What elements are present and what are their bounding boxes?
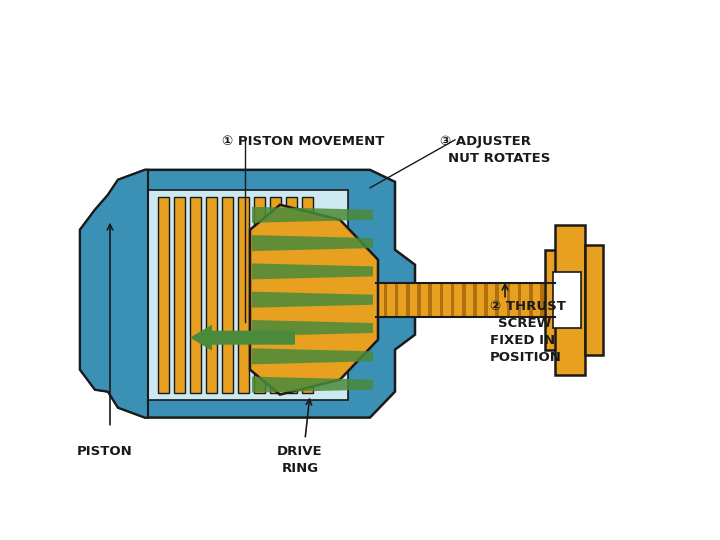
Bar <box>499 283 507 316</box>
Text: PEARSON: PEARSON <box>618 511 715 529</box>
Bar <box>417 283 420 316</box>
Text: ALWAYS: ALWAYS <box>5 512 49 522</box>
Polygon shape <box>80 170 148 417</box>
Bar <box>545 249 595 350</box>
Bar <box>387 283 395 316</box>
Bar <box>510 283 518 316</box>
FancyArrow shape <box>190 325 295 350</box>
Bar <box>485 283 488 316</box>
Bar <box>398 283 406 316</box>
Bar <box>410 283 417 316</box>
Bar <box>174 197 185 393</box>
Text: NUT ROTATES: NUT ROTATES <box>448 152 550 165</box>
Bar <box>544 283 552 316</box>
Bar <box>428 283 432 316</box>
Bar <box>406 283 410 316</box>
Text: RING: RING <box>282 462 318 475</box>
Bar <box>585 245 603 355</box>
Bar <box>451 283 454 316</box>
Bar <box>270 197 281 393</box>
Polygon shape <box>252 207 373 223</box>
Bar <box>552 283 555 316</box>
Polygon shape <box>252 292 373 308</box>
Polygon shape <box>80 170 415 417</box>
Text: James D. Halderman: James D. Halderman <box>125 524 217 533</box>
Bar <box>384 283 387 316</box>
Text: the service brakes are applied.: the service brakes are applied. <box>90 76 423 96</box>
Bar <box>432 283 439 316</box>
Bar <box>477 283 485 316</box>
Bar <box>540 283 544 316</box>
Bar <box>238 197 249 393</box>
Bar <box>553 272 581 328</box>
Bar <box>462 283 466 316</box>
Bar <box>488 283 495 316</box>
Bar <box>395 283 398 316</box>
Text: ① PISTON MOVEMENT: ① PISTON MOVEMENT <box>222 135 384 148</box>
Text: DRIVE: DRIVE <box>277 444 323 457</box>
Bar <box>443 283 451 316</box>
Bar <box>454 283 462 316</box>
Text: LEARNING: LEARNING <box>5 524 60 534</box>
Polygon shape <box>252 235 373 251</box>
Text: SCREW: SCREW <box>498 316 552 330</box>
Text: -type rear disc brake parking brake occurs when: -type rear disc brake parking brake occu… <box>30 47 552 67</box>
Bar <box>507 283 510 316</box>
Text: FIGURE 14.20: FIGURE 14.20 <box>8 18 173 38</box>
Bar <box>521 283 529 316</box>
Bar <box>158 197 169 393</box>
Bar <box>376 283 384 316</box>
Bar <box>254 197 265 393</box>
Text: Copyright © 2017 by Pearson Education, Inc.: Copyright © 2017 by Pearson Education, I… <box>430 512 634 521</box>
Polygon shape <box>252 376 373 393</box>
Bar <box>495 283 499 316</box>
Bar <box>439 283 443 316</box>
Bar <box>148 190 348 400</box>
Text: FIXED IN: FIXED IN <box>490 334 555 347</box>
Polygon shape <box>252 320 373 336</box>
Bar <box>302 197 313 393</box>
Text: All Rights Reserved.: All Rights Reserved. <box>430 524 521 533</box>
Bar <box>529 283 533 316</box>
Bar <box>555 225 585 375</box>
Text: Automotive Brake Systems, 7e: Automotive Brake Systems, 7e <box>125 512 264 521</box>
Bar <box>222 197 233 393</box>
Text: POSITION: POSITION <box>490 350 562 363</box>
Bar <box>420 283 428 316</box>
Polygon shape <box>252 264 373 279</box>
Bar <box>286 197 297 393</box>
Text: ③ ADJUSTER: ③ ADJUSTER <box>440 135 531 148</box>
Polygon shape <box>250 205 378 395</box>
Bar <box>206 197 217 393</box>
Bar <box>466 283 473 316</box>
Bar <box>473 283 477 316</box>
Text: Automatic adjustment of a ball and ramp: Automatic adjustment of a ball and ramp <box>148 18 599 38</box>
Bar <box>190 197 201 393</box>
Text: PISTON: PISTON <box>77 444 133 457</box>
Bar <box>518 283 521 316</box>
Polygon shape <box>252 348 373 364</box>
Text: ② THRUST: ② THRUST <box>490 300 566 313</box>
Bar <box>533 283 540 316</box>
